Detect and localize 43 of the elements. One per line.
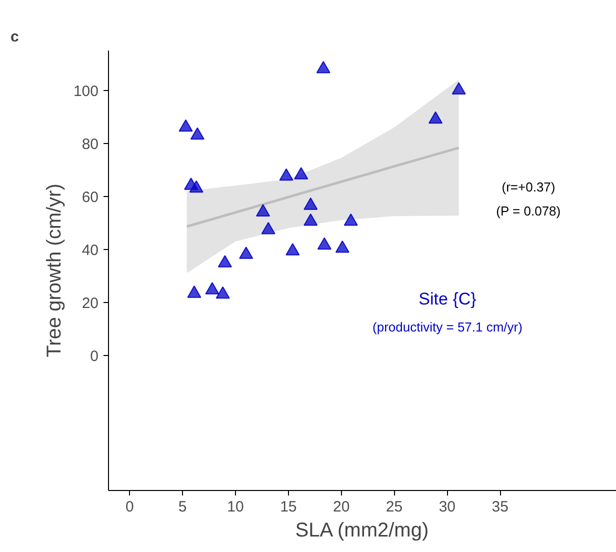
x-tick-label: 35: [492, 498, 508, 516]
point: [316, 61, 330, 74]
y-tick-label: 80: [82, 136, 99, 153]
y-tick-label: 60: [82, 188, 99, 206]
point: [279, 168, 294, 181]
chart-title: c: [10, 28, 19, 46]
y-axis-title: Tree growth (cm/yr): [43, 184, 66, 358]
point: [452, 82, 466, 95]
annotation: (P = 0.078): [496, 204, 561, 218]
x-tick-label: 20: [332, 498, 350, 516]
point: [178, 119, 193, 132]
point: [304, 213, 318, 226]
y-tick-label: 40: [82, 242, 99, 259]
point: [261, 222, 276, 234]
y-tick-label: 0: [90, 348, 98, 365]
point: [335, 240, 350, 253]
x-tick-label: 0: [125, 498, 134, 516]
point: [190, 127, 204, 140]
point: [187, 286, 202, 298]
x-tick-label: 25: [386, 498, 403, 516]
annotation: (productivity = 57.1 cm/yr): [372, 320, 522, 334]
point: [216, 286, 230, 299]
line-series: [186, 146, 460, 228]
x-tick-label: 15: [280, 498, 297, 516]
point: [239, 246, 254, 259]
x-tick-label: 10: [227, 498, 244, 516]
point: [294, 167, 308, 180]
point: [286, 243, 300, 256]
point: [317, 237, 332, 250]
x-tick-label: 30: [438, 498, 456, 516]
annotation: Site {C}: [418, 290, 477, 308]
point: [304, 198, 318, 210]
point: [428, 111, 443, 124]
point: [218, 255, 232, 268]
x-axis-title: SLA (mm2/mg): [295, 520, 429, 542]
y-tick-label: 20: [82, 294, 99, 312]
point: [256, 204, 270, 216]
annotation: (r=+0.37): [502, 180, 556, 194]
point: [189, 180, 204, 193]
x-tick-label: 5: [178, 498, 187, 516]
point: [205, 282, 220, 294]
y-tick-label: 100: [73, 82, 99, 100]
point: [344, 213, 358, 226]
